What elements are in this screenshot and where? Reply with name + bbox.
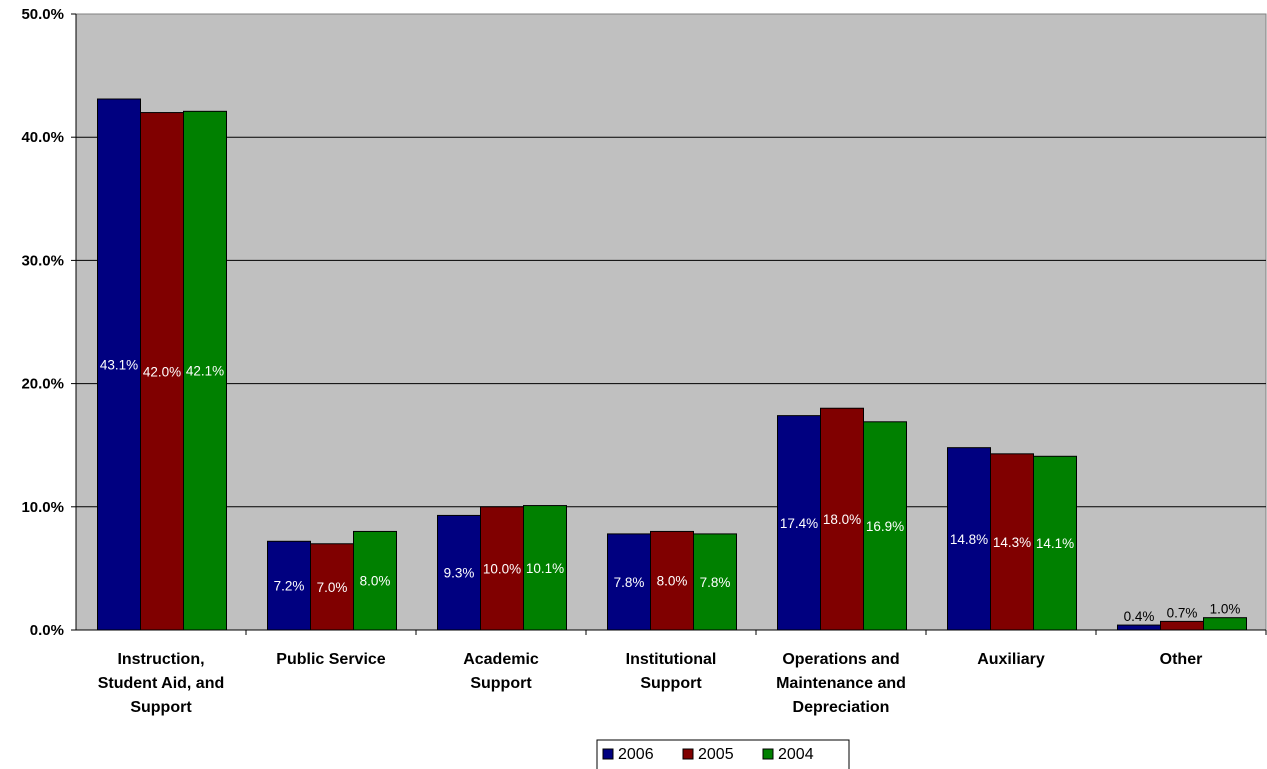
bar-2006 — [947, 447, 991, 631]
x-category-label: Support — [470, 675, 532, 692]
data-label: 7.2% — [274, 579, 305, 594]
bar-2006 — [97, 98, 141, 631]
bar-2004 — [863, 421, 907, 631]
data-label: 7.8% — [700, 575, 731, 590]
data-label: 0.7% — [1167, 605, 1198, 620]
data-label: 14.3% — [993, 535, 1031, 550]
legend-swatch — [762, 748, 774, 760]
data-label: 8.0% — [360, 574, 391, 589]
bars — [97, 98, 1247, 631]
data-label: 42.1% — [186, 364, 224, 379]
data-label: 14.1% — [1036, 536, 1074, 551]
x-category-label: Operations and — [782, 651, 899, 668]
legend-label: 2005 — [698, 746, 734, 763]
x-category-label: Institutional — [626, 651, 717, 668]
bar-2005 — [990, 453, 1034, 631]
data-label: 14.8% — [950, 532, 988, 547]
bar-2004 — [523, 505, 567, 631]
data-label: 1.0% — [1210, 602, 1241, 617]
data-label: 0.4% — [1124, 609, 1155, 624]
data-label: 43.1% — [100, 358, 138, 373]
x-category-label: Other — [1160, 651, 1203, 668]
y-tick-label: 20.0% — [21, 376, 64, 393]
y-tick-label: 0.0% — [30, 622, 64, 639]
x-category-label: Depreciation — [793, 699, 890, 716]
data-labels: 43.1% 42.0% 42.1% 7.2% 7.0% 8.0% 9.3% 10.0% 10.1… — [100, 358, 1241, 625]
y-tick-label: 50.0% — [21, 6, 64, 23]
data-label: 16.9% — [866, 519, 904, 534]
bar-2006 — [777, 415, 821, 631]
x-category-label: Public Service — [276, 651, 385, 668]
y-tick-label: 10.0% — [21, 499, 64, 516]
data-label: 17.4% — [780, 516, 818, 531]
bar-2006 — [607, 533, 651, 631]
legend-label: 2006 — [618, 746, 654, 763]
bar-2004 — [693, 533, 737, 631]
data-label: 8.0% — [657, 574, 688, 589]
bar-2004 — [183, 110, 227, 631]
bar-2005 — [650, 530, 694, 631]
legend-swatch — [682, 748, 694, 760]
y-tick-label: 40.0% — [21, 129, 64, 146]
bar-2005 — [480, 506, 524, 631]
data-label: 42.0% — [143, 364, 181, 379]
x-category-label: Auxiliary — [977, 651, 1045, 668]
data-label: 9.3% — [444, 566, 475, 581]
bar-2005 — [310, 543, 354, 631]
x-axis: Instruction, Student Aid, and Support Publi… — [76, 629, 1267, 716]
bar-2005 — [140, 112, 184, 631]
bar-2006 — [267, 540, 311, 631]
x-category-label: Academic — [463, 651, 539, 668]
y-tick-label: 30.0% — [21, 252, 64, 269]
data-label: 18.0% — [823, 512, 861, 527]
data-label: 10.1% — [526, 561, 564, 576]
bar-2005 — [1160, 620, 1204, 631]
bar-2004 — [1033, 455, 1077, 631]
x-category-label: Maintenance and — [776, 675, 906, 692]
legend-box — [596, 739, 850, 769]
y-axis: 0.0% 10.0% 20.0% 30.0% 40.0% 50.0% — [21, 6, 77, 639]
bar-2004 — [353, 530, 397, 631]
legend: 2006 2005 2004 — [596, 739, 850, 769]
legend-label: 2004 — [778, 746, 814, 763]
x-category-label: Instruction, — [117, 651, 204, 668]
data-label: 10.0% — [483, 561, 521, 576]
x-category-label: Support — [640, 675, 702, 692]
data-label: 7.8% — [614, 575, 645, 590]
x-category-label: Support — [130, 699, 192, 716]
bar-2005 — [820, 407, 864, 631]
bar-2006 — [1117, 624, 1161, 631]
legend-swatch — [602, 748, 614, 760]
data-label: 7.0% — [317, 580, 348, 595]
x-category-label: Student Aid, and — [98, 675, 225, 692]
bar-2004 — [1203, 617, 1247, 631]
